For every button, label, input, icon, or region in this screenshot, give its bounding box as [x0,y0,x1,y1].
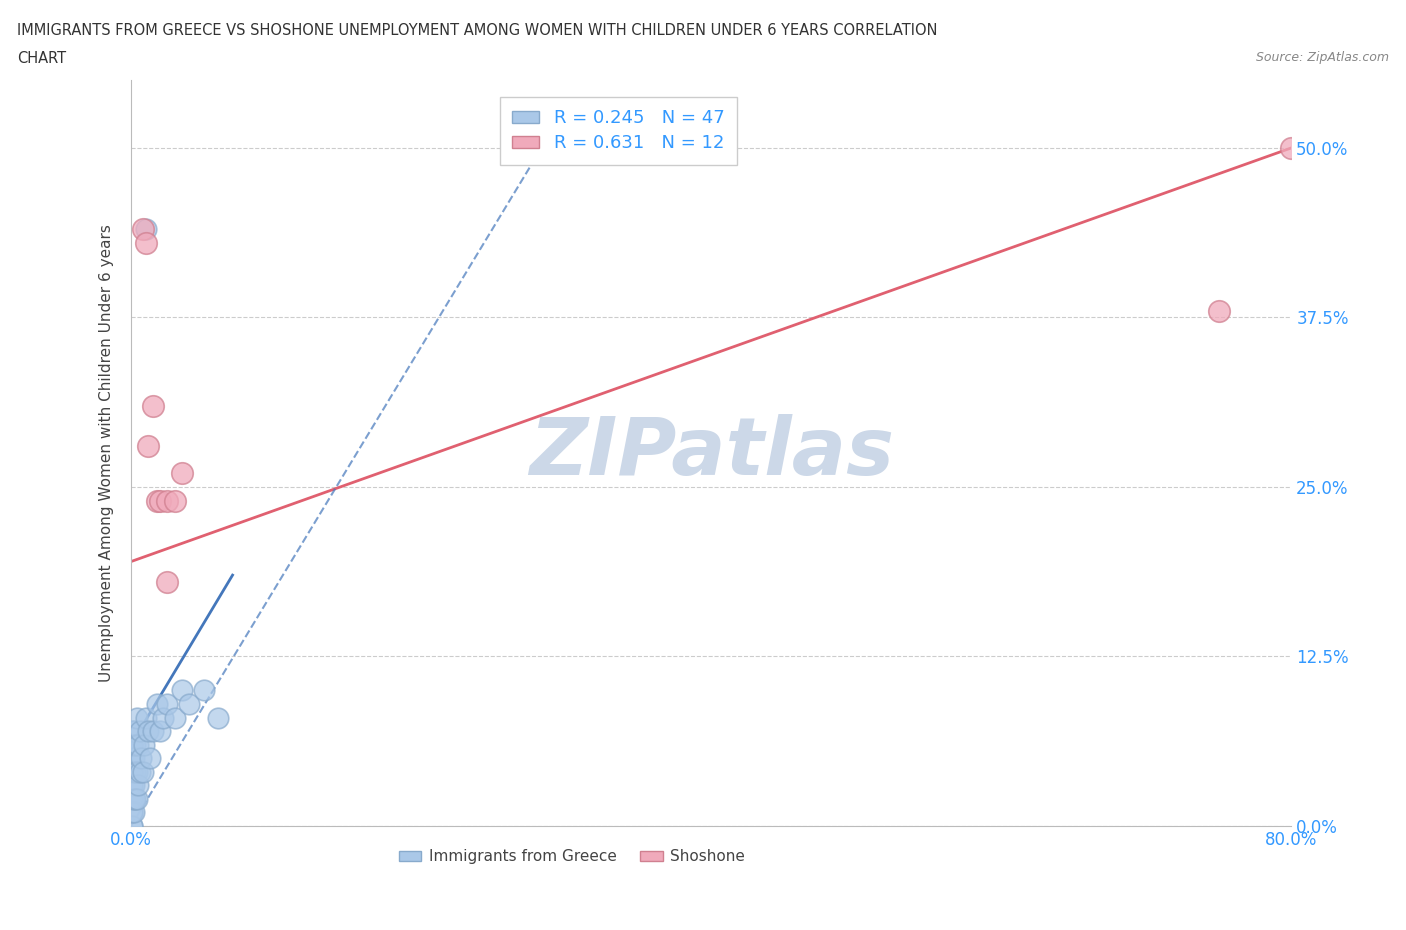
Point [135,711,157,725]
Point [156,493,179,508]
Point [125,791,148,806]
Point [121,764,143,779]
Point [124,791,146,806]
Point [131,222,153,237]
Point [121,777,143,792]
Point [121,818,143,833]
Text: Source: ZipAtlas.com: Source: ZipAtlas.com [1256,51,1389,64]
Point [125,711,148,725]
Point [156,697,179,711]
Point [121,805,143,820]
Point [122,724,145,738]
Point [128,724,150,738]
Point [121,764,143,779]
Text: IMMIGRANTS FROM GREECE VS SHOSHONE UNEMPLOYMENT AMONG WOMEN WITH CHILDREN UNDER : IMMIGRANTS FROM GREECE VS SHOSHONE UNEMP… [17,23,938,38]
Point [127,737,149,752]
Point [163,711,186,725]
Text: CHART: CHART [17,51,66,66]
Point [122,791,145,806]
Point [135,222,157,237]
Point [138,439,160,454]
Legend: Immigrants from Greece, Shoshone: Immigrants from Greece, Shoshone [392,844,751,870]
Point [152,711,174,725]
Point [1208,303,1230,318]
Point [122,805,145,820]
Point [125,764,148,779]
Point [138,724,160,738]
Point [121,805,143,820]
Point [131,764,153,779]
Point [121,724,143,738]
Point [122,777,145,792]
Point [146,493,169,508]
Point [121,751,143,765]
Point [121,737,143,752]
Point [121,737,143,752]
Point [121,777,143,792]
Point [122,751,145,765]
Text: ZIPatlas: ZIPatlas [529,414,894,492]
Point [121,791,143,806]
Point [142,724,165,738]
Point [127,777,149,792]
Point [163,493,186,508]
Point [149,493,172,508]
Y-axis label: Unemployment Among Women with Children Under 6 years: Unemployment Among Women with Children U… [100,224,114,682]
Point [128,764,150,779]
Point [149,724,172,738]
Point [170,466,193,481]
Point [124,764,146,779]
Point [129,751,152,765]
Point [132,737,155,752]
Point [1279,140,1302,155]
Point [121,818,143,833]
Point [207,711,229,725]
Point [135,235,157,250]
Point [170,683,193,698]
Point [139,751,162,765]
Point [193,683,215,698]
Point [146,697,169,711]
Point [121,751,143,765]
Point [124,737,146,752]
Point [156,575,179,590]
Point [177,697,200,711]
Point [121,791,143,806]
Point [142,398,165,413]
